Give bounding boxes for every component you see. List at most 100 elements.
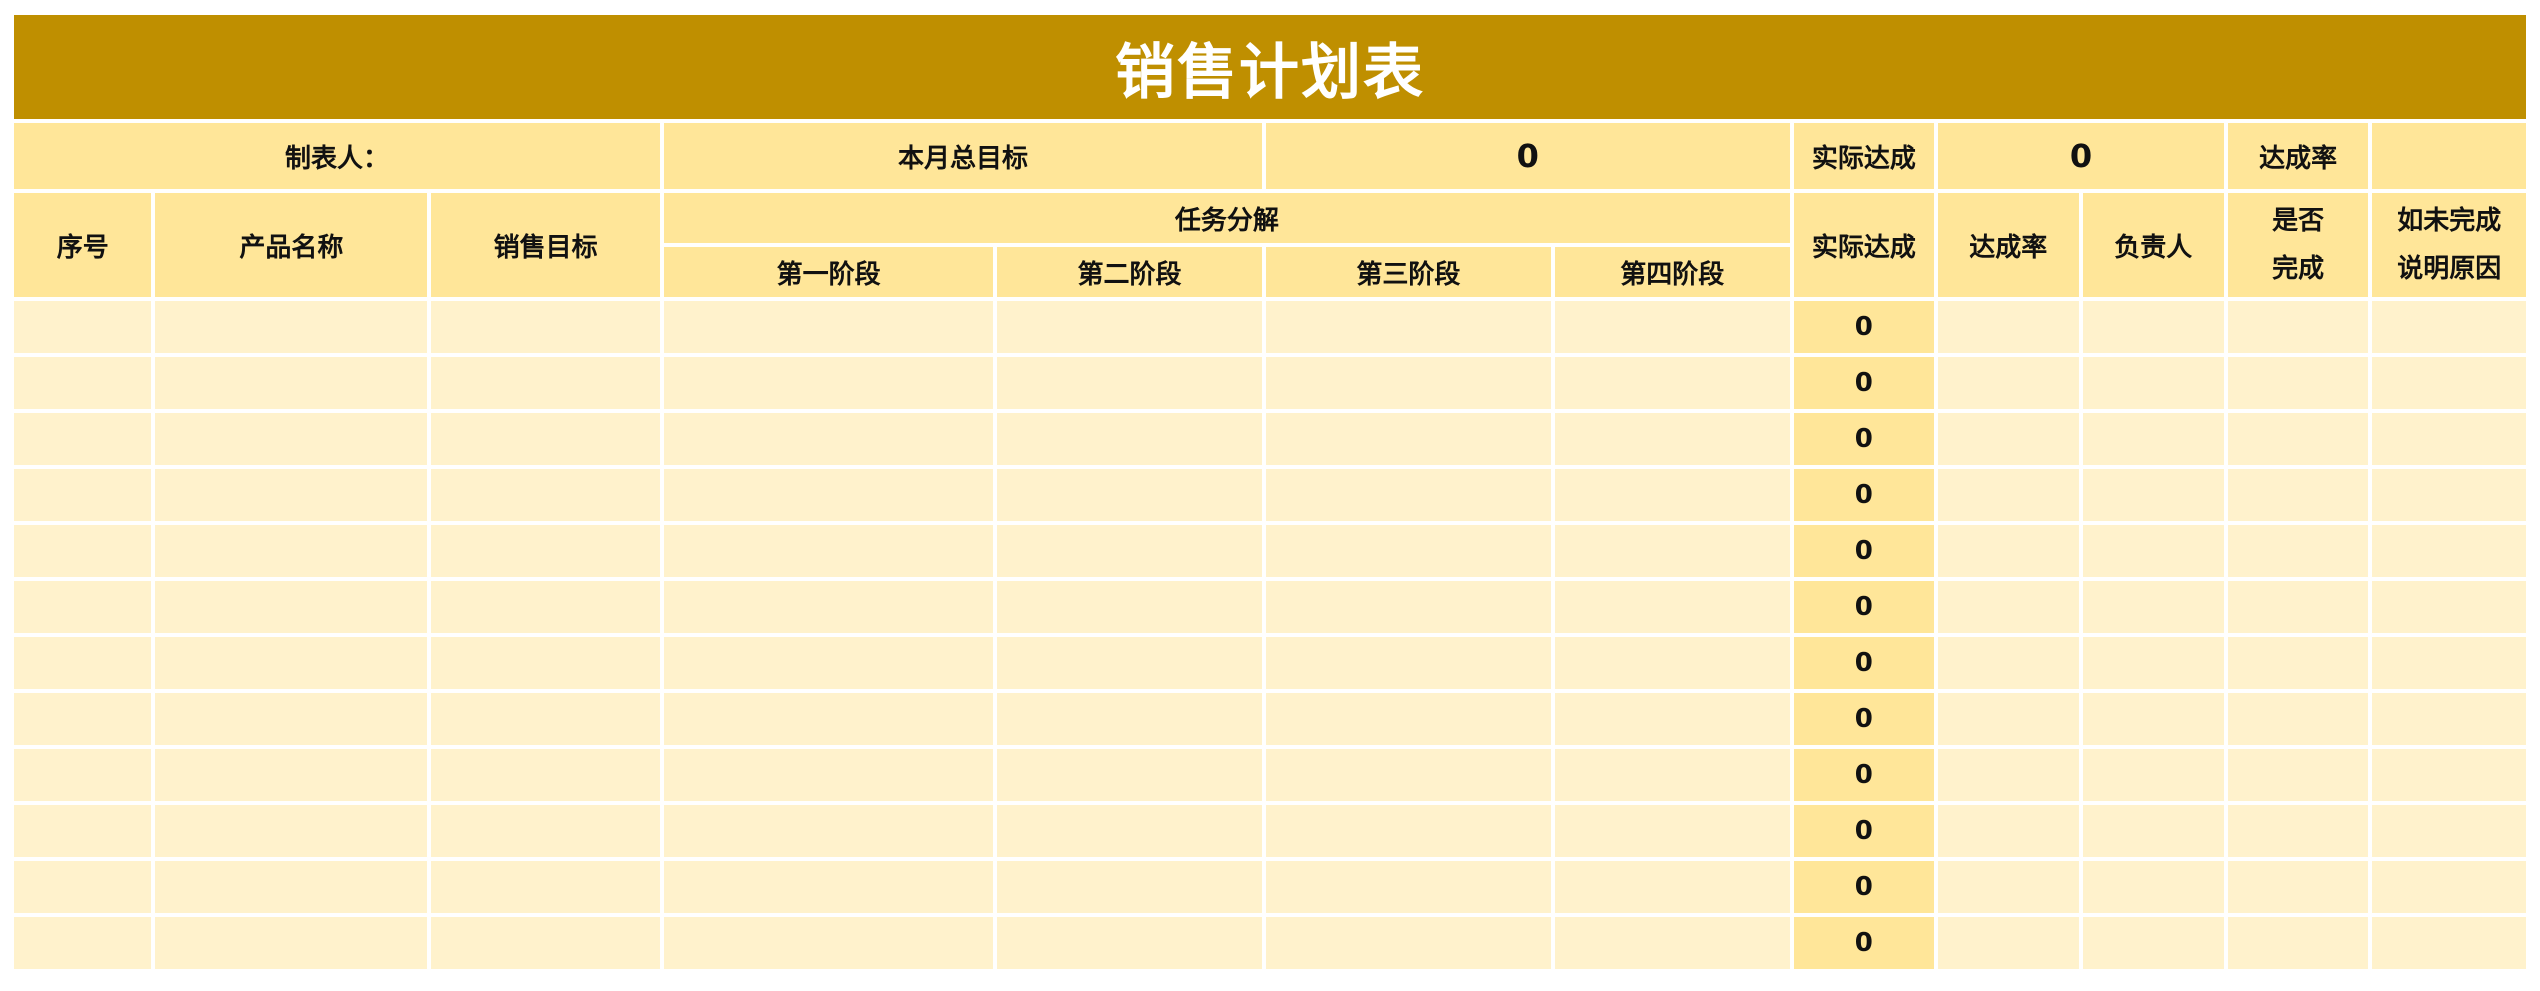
cell-product[interactable] xyxy=(155,413,428,465)
cell-owner[interactable] xyxy=(2082,693,2224,745)
cell-stage-4[interactable] xyxy=(1554,581,1790,633)
cell-reason[interactable] xyxy=(2372,301,2526,353)
cell-stage-1[interactable] xyxy=(664,917,994,969)
cell-reason[interactable] xyxy=(2372,805,2526,857)
cell-target[interactable] xyxy=(431,357,661,409)
cell-stage-3[interactable] xyxy=(1265,749,1551,801)
cell-index[interactable] xyxy=(14,525,152,577)
cell-stage-2[interactable] xyxy=(997,413,1262,465)
cell-stage-1[interactable] xyxy=(664,469,994,521)
cell-owner[interactable] xyxy=(2082,917,2224,969)
cell-stage-3[interactable] xyxy=(1265,637,1551,689)
cell-stage-2[interactable] xyxy=(997,693,1262,745)
cell-reason[interactable] xyxy=(2372,581,2526,633)
cell-target[interactable] xyxy=(431,581,661,633)
cell-done[interactable] xyxy=(2227,301,2369,353)
cell-rate[interactable] xyxy=(1938,525,2079,577)
cell-owner[interactable] xyxy=(2082,749,2224,801)
cell-reason[interactable] xyxy=(2372,693,2526,745)
cell-rate[interactable] xyxy=(1938,581,2079,633)
cell-actual[interactable]: 0 xyxy=(1793,357,1935,409)
cell-done[interactable] xyxy=(2227,357,2369,409)
cell-done[interactable] xyxy=(2227,805,2369,857)
cell-product[interactable] xyxy=(155,301,428,353)
cell-product[interactable] xyxy=(155,749,428,801)
cell-target[interactable] xyxy=(431,749,661,801)
cell-stage-1[interactable] xyxy=(664,637,994,689)
cell-target[interactable] xyxy=(431,413,661,465)
cell-rate[interactable] xyxy=(1938,301,2079,353)
cell-actual[interactable]: 0 xyxy=(1793,693,1935,745)
cell-stage-4[interactable] xyxy=(1554,301,1790,353)
cell-target[interactable] xyxy=(431,637,661,689)
cell-stage-4[interactable] xyxy=(1554,357,1790,409)
cell-index[interactable] xyxy=(14,861,152,913)
cell-stage-3[interactable] xyxy=(1265,357,1551,409)
cell-owner[interactable] xyxy=(2082,301,2224,353)
maker-label[interactable]: 制表人： xyxy=(14,123,661,189)
cell-reason[interactable] xyxy=(2372,749,2526,801)
cell-stage-2[interactable] xyxy=(997,637,1262,689)
monthly-target-value[interactable]: 0 xyxy=(1265,123,1790,189)
cell-stage-1[interactable] xyxy=(664,693,994,745)
cell-stage-3[interactable] xyxy=(1265,805,1551,857)
cell-stage-3[interactable] xyxy=(1265,301,1551,353)
cell-done[interactable] xyxy=(2227,413,2369,465)
cell-done[interactable] xyxy=(2227,469,2369,521)
cell-stage-2[interactable] xyxy=(997,861,1262,913)
cell-stage-2[interactable] xyxy=(997,581,1262,633)
cell-target[interactable] xyxy=(431,469,661,521)
cell-rate[interactable] xyxy=(1938,917,2079,969)
cell-index[interactable] xyxy=(14,301,152,353)
cell-stage-1[interactable] xyxy=(664,413,994,465)
cell-stage-1[interactable] xyxy=(664,861,994,913)
cell-stage-3[interactable] xyxy=(1265,693,1551,745)
cell-actual[interactable]: 0 xyxy=(1793,917,1935,969)
cell-stage-4[interactable] xyxy=(1554,693,1790,745)
cell-actual[interactable]: 0 xyxy=(1793,637,1935,689)
cell-owner[interactable] xyxy=(2082,861,2224,913)
cell-index[interactable] xyxy=(14,749,152,801)
cell-rate[interactable] xyxy=(1938,637,2079,689)
cell-stage-2[interactable] xyxy=(997,525,1262,577)
cell-owner[interactable] xyxy=(2082,413,2224,465)
cell-target[interactable] xyxy=(431,861,661,913)
cell-reason[interactable] xyxy=(2372,357,2526,409)
cell-stage-4[interactable] xyxy=(1554,861,1790,913)
cell-stage-1[interactable] xyxy=(664,357,994,409)
cell-actual[interactable]: 0 xyxy=(1793,805,1935,857)
cell-stage-2[interactable] xyxy=(997,749,1262,801)
cell-product[interactable] xyxy=(155,581,428,633)
cell-reason[interactable] xyxy=(2372,637,2526,689)
cell-stage-4[interactable] xyxy=(1554,637,1790,689)
cell-actual[interactable]: 0 xyxy=(1793,749,1935,801)
cell-product[interactable] xyxy=(155,917,428,969)
cell-done[interactable] xyxy=(2227,861,2369,913)
cell-stage-4[interactable] xyxy=(1554,525,1790,577)
cell-stage-3[interactable] xyxy=(1265,525,1551,577)
cell-owner[interactable] xyxy=(2082,357,2224,409)
cell-owner[interactable] xyxy=(2082,469,2224,521)
cell-owner[interactable] xyxy=(2082,581,2224,633)
cell-actual[interactable]: 0 xyxy=(1793,581,1935,633)
cell-stage-4[interactable] xyxy=(1554,413,1790,465)
cell-reason[interactable] xyxy=(2372,525,2526,577)
cell-target[interactable] xyxy=(431,917,661,969)
actual-value[interactable]: 0 xyxy=(1938,123,2224,189)
cell-product[interactable] xyxy=(155,637,428,689)
cell-actual[interactable]: 0 xyxy=(1793,861,1935,913)
cell-product[interactable] xyxy=(155,357,428,409)
cell-actual[interactable]: 0 xyxy=(1793,301,1935,353)
cell-product[interactable] xyxy=(155,469,428,521)
cell-owner[interactable] xyxy=(2082,637,2224,689)
cell-index[interactable] xyxy=(14,413,152,465)
cell-stage-4[interactable] xyxy=(1554,805,1790,857)
cell-done[interactable] xyxy=(2227,637,2369,689)
cell-stage-1[interactable] xyxy=(664,525,994,577)
cell-target[interactable] xyxy=(431,693,661,745)
cell-reason[interactable] xyxy=(2372,861,2526,913)
cell-rate[interactable] xyxy=(1938,805,2079,857)
cell-product[interactable] xyxy=(155,693,428,745)
cell-done[interactable] xyxy=(2227,581,2369,633)
cell-rate[interactable] xyxy=(1938,413,2079,465)
